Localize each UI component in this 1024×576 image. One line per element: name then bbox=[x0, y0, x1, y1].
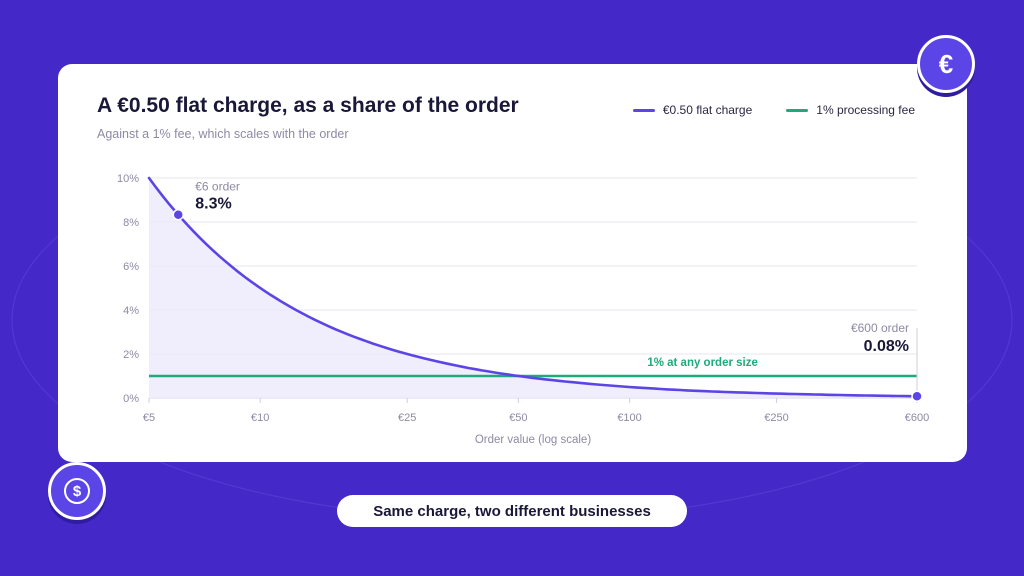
x-axis-label: Order value (log scale) bbox=[475, 434, 591, 446]
x-tick-label: €100 bbox=[617, 412, 641, 424]
annotation-label-6-order: €6 order bbox=[195, 180, 240, 194]
annotation-label-one-percent: 1% at any order size bbox=[647, 357, 758, 369]
x-tick-label: €250 bbox=[764, 412, 788, 424]
legend-swatch-flat-charge bbox=[632, 108, 655, 112]
x-tick-label: €10 bbox=[251, 412, 269, 424]
chart-subtitle: Against a 1% fee, which scales with the … bbox=[97, 127, 349, 141]
annotation-label-600-order: €600 order bbox=[851, 321, 909, 335]
legend-label-processing-fee: 1% processing fee bbox=[816, 103, 915, 117]
y-tick-label: 8% bbox=[123, 217, 139, 229]
chart-legend: €0.50 flat charge 1% processing fee bbox=[632, 103, 915, 117]
legend-swatch-processing-fee bbox=[786, 108, 809, 112]
x-tick-label: €25 bbox=[398, 412, 416, 424]
legend-item-processing-fee: 1% processing fee bbox=[786, 103, 915, 117]
chart-card: A €0.50 flat charge, as a share of the o… bbox=[58, 64, 967, 462]
chart-plot: 0% 2% 4% 6% 8% 10% €5 €10 €25 €50 €100 €250 €600 Orde… bbox=[117, 173, 929, 446]
y-tick-label: 2% bbox=[123, 349, 139, 361]
flat-charge-line bbox=[147, 176, 919, 398]
y-tick-label: 10% bbox=[117, 173, 139, 185]
annotation-value-600-order: 0.08% bbox=[864, 338, 909, 355]
x-tick-label: €600 bbox=[905, 412, 929, 424]
x-tick-label: €50 bbox=[509, 412, 527, 424]
annotation-point-600-order bbox=[911, 390, 923, 402]
y-tick-label: 6% bbox=[123, 261, 139, 273]
annotation-point-6-order bbox=[172, 208, 184, 221]
x-tick-label: €5 bbox=[143, 412, 155, 424]
flat-charge-area bbox=[149, 178, 917, 398]
legend-item-flat-charge: €0.50 flat charge bbox=[632, 103, 753, 117]
chart-title: A €0.50 flat charge, as a share of the o… bbox=[97, 94, 519, 117]
dollar-glyph: $ bbox=[72, 482, 82, 500]
dollar-icon: $ bbox=[48, 462, 106, 520]
euro-glyph: € bbox=[938, 48, 954, 79]
y-tick-label: 0% bbox=[123, 393, 139, 405]
euro-icon: € bbox=[917, 35, 975, 93]
y-tick-label: 4% bbox=[123, 305, 139, 317]
caption-pill: Same charge, two different businesses bbox=[337, 495, 687, 527]
dollar-circle: $ bbox=[64, 478, 90, 504]
caption-text: Same charge, two different businesses bbox=[373, 502, 651, 520]
legend-label-flat-charge: €0.50 flat charge bbox=[662, 103, 753, 117]
annotation-value-6-order: 8.3% bbox=[195, 196, 231, 213]
